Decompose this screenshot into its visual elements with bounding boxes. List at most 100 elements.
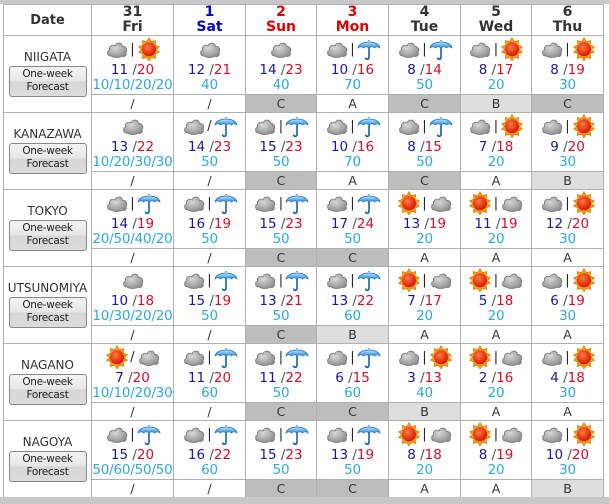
min-temp: 8: [407, 139, 416, 155]
one-week-forecast-button[interactable]: One-week Forecast: [8, 373, 87, 405]
reliability-row-kanazawa: / / C A C A B: [4, 171, 604, 190]
min-temp: 16: [187, 447, 206, 463]
precipitation-probability: 20: [487, 77, 505, 93]
temperatures: 14 /23: [174, 139, 245, 155]
temp-separator: /: [487, 370, 497, 386]
umbrella-icon: [357, 37, 381, 61]
sun-icon: [572, 114, 596, 138]
temp-separator: /: [415, 447, 425, 463]
day-of-week: Mon: [335, 19, 370, 35]
temp-separator: /: [558, 293, 568, 309]
sun-icon: [500, 37, 524, 61]
weather-separator: |: [207, 349, 212, 365]
reliability-cell: /: [173, 248, 246, 267]
forecast-cell: | 13 /21 50: [245, 266, 317, 326]
reliability-cell: A: [460, 171, 532, 190]
one-week-forecast-button[interactable]: One-week Forecast: [8, 450, 87, 482]
precipitation-probability: 10/20/30/30: [92, 154, 173, 170]
min-temp: 11: [110, 62, 129, 78]
min-temp: 4: [550, 370, 559, 386]
precipitation-probability: 20: [487, 385, 505, 401]
temperatures: 15 /23: [246, 447, 316, 463]
precipitation-probability: 70: [344, 77, 361, 93]
weather-separator: |: [422, 195, 427, 211]
weather-icons: |: [317, 191, 388, 215]
umbrella-icon: [285, 114, 309, 138]
weather-separator: |: [207, 272, 212, 288]
reliability-cell: A: [460, 325, 532, 344]
temperatures: 13 /22: [92, 139, 173, 155]
max-temp: 20: [567, 139, 585, 155]
one-week-forecast-button[interactable]: One-week Forecast: [8, 219, 87, 251]
weather-icons: |: [317, 268, 388, 292]
weather-separator: |: [565, 272, 570, 288]
precipitation-probability: 50: [201, 154, 218, 170]
temp-separator: /: [205, 293, 214, 309]
min-temp: 8: [550, 62, 559, 78]
reliability-cell: A: [388, 325, 461, 344]
precipitation-probability: 60: [344, 385, 361, 401]
weather-icons: |: [174, 422, 245, 446]
precipitation-probability: 50: [416, 154, 433, 170]
one-week-forecast-button[interactable]: One-week Forecast: [8, 65, 87, 97]
weather-icons: |: [246, 114, 316, 138]
temp-separator: /: [276, 447, 286, 463]
forecast-cell: | 8 /17 20: [460, 35, 532, 95]
forecast-cell: | 13 /19 20: [388, 189, 461, 249]
min-temp: 11: [474, 216, 492, 232]
temperatures: 10 /20: [532, 447, 603, 463]
day-header-sun: 2 Sun: [245, 4, 317, 36]
day-number: 6: [562, 4, 573, 20]
reliability-cell: B: [531, 171, 604, 190]
cloud-icon: [500, 268, 524, 292]
cloud-icon: [500, 191, 524, 215]
weather-separator: /: [130, 349, 135, 365]
cloud-icon: [500, 345, 524, 369]
weather-icons: |: [461, 345, 531, 369]
sun-icon: [397, 191, 421, 215]
precipitation-probability: 30: [559, 231, 576, 247]
temp-separator: /: [128, 447, 137, 463]
cloud-icon: [325, 345, 349, 369]
weather-icons: |: [246, 422, 316, 446]
umbrella-icon: [285, 268, 309, 292]
forecast-cell: | 6 /15 60: [316, 343, 389, 403]
precipitation-probability: 50: [201, 231, 218, 247]
min-temp: 15: [259, 216, 277, 232]
temp-separator: /: [487, 447, 497, 463]
precipitation-probability: 30: [559, 77, 576, 93]
weather-separator: |: [493, 349, 499, 365]
city-cell-kanazawa: KANAZAWA One-week Forecast: [3, 112, 92, 190]
precipitation-probability: 30: [559, 385, 576, 401]
reliability-cell: A: [388, 479, 461, 498]
temp-separator: /: [415, 370, 425, 386]
temp-separator: /: [276, 62, 286, 78]
reliability-cell: /: [173, 171, 246, 190]
max-temp: 23: [285, 62, 303, 78]
one-week-forecast-button[interactable]: One-week Forecast: [8, 296, 87, 328]
cloud-icon: [182, 345, 206, 369]
precipitation-probability: 30: [559, 154, 576, 170]
precipitation-probability: 40: [416, 385, 433, 401]
min-temp: 12: [187, 62, 206, 78]
sun-icon: [397, 268, 421, 292]
sun-icon: [137, 37, 161, 61]
umbrella-icon: [357, 191, 381, 215]
temp-separator: /: [487, 139, 497, 155]
reliability-cell: C: [531, 94, 604, 113]
weather-separator: |: [493, 41, 499, 57]
city-name: KANAZAWA: [13, 126, 82, 141]
cloud-icon: [182, 268, 206, 292]
temperatures: 14 /19: [92, 216, 173, 232]
one-week-forecast-button[interactable]: One-week Forecast: [8, 142, 87, 174]
min-temp: 13: [330, 447, 349, 463]
city-name: NIIGATA: [23, 49, 72, 64]
max-temp: 15: [424, 139, 442, 155]
reliability-cell: /: [173, 325, 246, 344]
bottom-scrollbar[interactable]: [0, 497, 609, 504]
min-temp: 10: [330, 62, 349, 78]
city-row-nagano: NAGANO One-week Forecast/7 /20 10/10/20/30 |…: [3, 343, 604, 421]
weather-icons: |: [532, 37, 603, 61]
reliability-cell: /: [173, 94, 246, 113]
min-temp: 6: [550, 293, 559, 309]
